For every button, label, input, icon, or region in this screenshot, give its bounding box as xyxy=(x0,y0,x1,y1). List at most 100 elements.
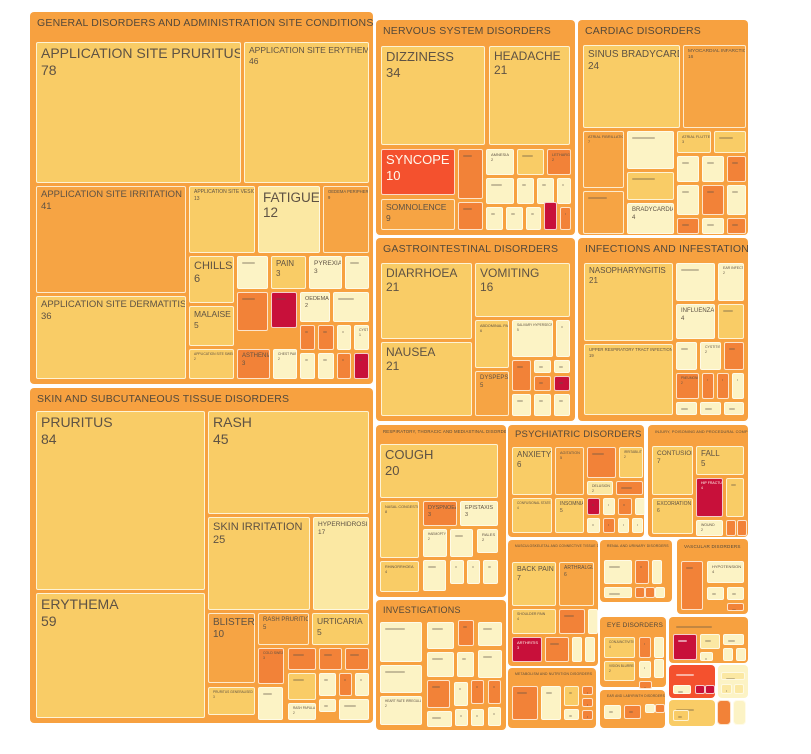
cell-small[interactable] xyxy=(544,202,557,230)
cell-small[interactable] xyxy=(471,680,484,704)
cell-small[interactable] xyxy=(673,710,689,721)
cell-small[interactable] xyxy=(627,172,674,200)
cell-small[interactable] xyxy=(677,218,699,234)
cell-small[interactable] xyxy=(618,498,632,515)
cell-rales[interactable]: RALES 2 xyxy=(477,529,498,553)
cell-pain[interactable]: PAIN 3 xyxy=(271,256,306,289)
cell-atrial-fibrillation[interactable]: ATRIAL FIBRILLATION 7 xyxy=(583,131,624,188)
cell-small[interactable] xyxy=(677,156,699,182)
cell-small[interactable] xyxy=(423,560,446,591)
cell-urticaria[interactable]: URTICARIA 5 xyxy=(312,613,369,645)
cell-small[interactable] xyxy=(673,685,691,694)
cell-small[interactable] xyxy=(727,156,746,182)
cell-small[interactable] xyxy=(288,673,316,700)
cell-excoriation[interactable]: EXCORIATION 6 xyxy=(652,498,693,534)
cell-small[interactable] xyxy=(726,478,744,517)
cell-small[interactable] xyxy=(512,360,531,391)
cell-small[interactable] xyxy=(486,178,514,204)
cell-pneumonia[interactable]: PNEUMONIA 2 xyxy=(676,373,699,399)
cell-small[interactable] xyxy=(554,394,570,416)
cell-back-pain[interactable]: BACK PAIN 7 xyxy=(512,562,556,606)
cell-small[interactable] xyxy=(676,263,715,301)
cell-small[interactable] xyxy=(604,587,632,598)
cell-cyst[interactable]: CYST 1 xyxy=(354,325,369,350)
cell-cystitis[interactable]: CYSTITIS 2 xyxy=(700,342,721,370)
cell-small[interactable] xyxy=(319,699,336,712)
cell-small[interactable] xyxy=(354,353,369,379)
cell-small[interactable] xyxy=(652,560,662,584)
cell-small[interactable] xyxy=(645,704,655,713)
cell-sinus-bradycardia[interactable]: SINUS BRADYCARDIA24 xyxy=(583,45,680,128)
cell-small[interactable] xyxy=(454,682,468,706)
cell-shoulder-pain[interactable]: SHOULDER PAIN 4 xyxy=(512,609,556,634)
cell-fatigue[interactable]: FATIGUE 12 xyxy=(258,186,320,253)
cell-small[interactable] xyxy=(300,353,315,379)
cell-haemoptysis[interactable]: HAEMOPTYSIS2 xyxy=(423,529,447,557)
cell-heart-rate-irregular[interactable]: HEART RATE IRREGULAR 2 xyxy=(380,696,422,725)
cell-small[interactable] xyxy=(380,622,422,662)
cell-pyrexia[interactable]: PYREXIA 3 xyxy=(309,256,342,289)
cell-small[interactable] xyxy=(237,292,268,331)
cell-small[interactable] xyxy=(478,622,502,646)
cell-small[interactable] xyxy=(534,360,551,373)
cell-ear-infection[interactable]: EAR INFECTION2 xyxy=(718,263,744,301)
cell-small[interactable] xyxy=(557,178,571,204)
cell-small[interactable] xyxy=(632,518,643,533)
cell-fall[interactable]: FALL 5 xyxy=(696,446,744,475)
cell-small[interactable] xyxy=(604,560,632,584)
cell-small[interactable] xyxy=(736,648,746,661)
cell-small[interactable] xyxy=(635,587,645,598)
cell-conjunctivitis[interactable]: CONJUNCTIVITIS 4 xyxy=(604,637,635,658)
cell-amnesia[interactable]: AMNESIA 2 xyxy=(486,149,514,175)
cell-small[interactable] xyxy=(512,394,531,416)
cell-asthenia[interactable]: ASTHENIA 3 xyxy=(237,349,270,379)
cell-small[interactable] xyxy=(603,518,615,533)
cell-small[interactable] xyxy=(635,560,649,584)
cell-small[interactable] xyxy=(556,320,570,357)
cell-diarrhoea[interactable]: DIARRHOEA 21 xyxy=(381,263,472,339)
cell-small[interactable] xyxy=(604,705,621,719)
cell-small[interactable] xyxy=(726,520,736,536)
cell-nausea[interactable]: NAUSEA 21 xyxy=(381,342,472,416)
cell-small[interactable] xyxy=(624,705,641,719)
cell-salivary-hypersecretion[interactable]: SALIVARY HYPERSECRETION5 xyxy=(512,320,553,357)
cell-small[interactable] xyxy=(700,652,713,661)
cell-syncope[interactable]: SYNCOPE 10 xyxy=(381,149,455,195)
cell-small[interactable] xyxy=(559,609,585,634)
cell-small[interactable] xyxy=(427,680,450,708)
cell-small[interactable] xyxy=(564,709,579,720)
cell-pruritus-generalised[interactable]: PRURITUS GENERALISED 3 xyxy=(208,687,255,715)
cell-small[interactable] xyxy=(714,131,746,153)
cell-small[interactable] xyxy=(450,529,473,557)
cell-headache[interactable]: HEADACHE 21 xyxy=(489,46,570,145)
cell-small[interactable] xyxy=(319,673,336,696)
cell-anxiety[interactable]: ANXIETY 6 xyxy=(512,447,552,495)
cell-rash-papular[interactable]: RASH PAPULAR 2 xyxy=(288,703,316,720)
cell-rhinorrhoea[interactable]: RHINORRHOEA 4 xyxy=(380,561,419,592)
cell-dyspepsia[interactable]: DYSPEPSIA5 xyxy=(475,371,509,416)
cell-small[interactable] xyxy=(455,709,468,726)
cell-irritability[interactable]: IRRITABILITY 2 xyxy=(619,447,643,478)
cell-small[interactable] xyxy=(488,707,501,726)
cell-small[interactable] xyxy=(737,520,747,536)
cell-somnolence[interactable]: SOMNOLENCE 9 xyxy=(381,199,455,230)
cell-small[interactable] xyxy=(478,650,502,678)
cell-atrial-flutter[interactable]: ATRIAL FLUTTER 3 xyxy=(677,131,711,153)
cell-small[interactable] xyxy=(695,685,705,694)
cell-small[interactable] xyxy=(700,402,721,415)
cell-application-site-dermatitis[interactable]: APPLICATION SITE DERMATITIS 36 xyxy=(36,296,186,379)
cell-application-site-pruritus[interactable]: APPLICATION SITE PRURITUS 78 xyxy=(36,42,241,183)
cell-arthritis[interactable]: ARTHRITIS 3 xyxy=(512,637,542,662)
cell-small[interactable] xyxy=(727,218,746,234)
cell-small[interactable] xyxy=(517,178,534,204)
cell-small[interactable] xyxy=(627,131,674,169)
cell-contusion[interactable]: CONTUSION 7 xyxy=(652,446,693,495)
cell-small[interactable] xyxy=(587,498,600,515)
cell-small[interactable] xyxy=(337,353,351,379)
cell-small[interactable] xyxy=(488,680,501,704)
cell-small[interactable] xyxy=(705,685,715,694)
cell-myocardial-infarction[interactable]: MYOCARDIAL INFARCTION 16 xyxy=(683,45,746,128)
cell-small[interactable] xyxy=(506,207,523,230)
cell-small[interactable] xyxy=(554,360,570,373)
cell-chills[interactable]: CHILLS 6 xyxy=(189,256,234,303)
